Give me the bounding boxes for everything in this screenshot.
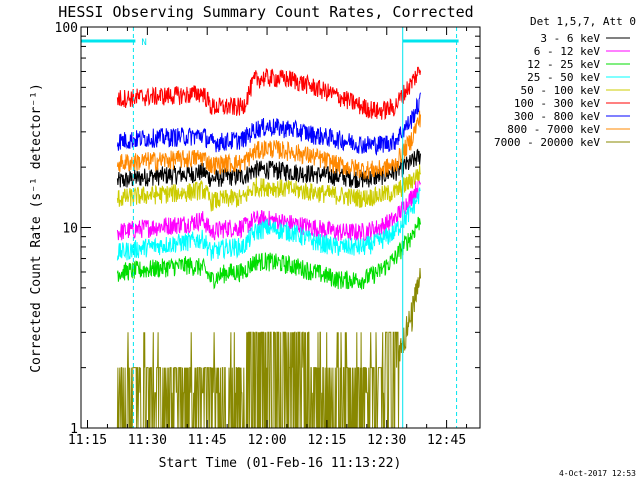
y-axis-label: Corrected Count Rate (s⁻¹ detector⁻¹) — [29, 83, 44, 373]
x-tick-label: 12:30 — [367, 433, 406, 448]
footer-date: 4-Oct-2017 12:53 — [559, 469, 636, 478]
legend-entry-label: 6 - 12 keV — [534, 45, 601, 58]
chart-title: HESSI Observing Summary Count Rates, Cor… — [58, 3, 473, 21]
y-tick-label: 100 — [55, 21, 78, 36]
flag-label: N — [141, 38, 146, 48]
x-tick-label: 12:00 — [247, 433, 286, 448]
legend-entry-label: 300 - 800 keV — [514, 110, 600, 123]
x-axis-label: Start Time (01-Feb-16 11:13:22) — [159, 456, 402, 471]
legend-title: Det 1,5,7, Att 0 — [530, 15, 636, 28]
x-tick-label: 11:15 — [68, 433, 107, 448]
x-tick-label: 12:45 — [427, 433, 466, 448]
x-axis: 11:15 11:30 11:45 12:00 12:15 12:30 12:45 — [68, 27, 468, 448]
series-line-3-6-kev — [116, 148, 421, 189]
x-tick-label: 11:30 — [128, 433, 167, 448]
legend-entry-label: 3 - 6 keV — [540, 32, 600, 45]
legend-entry-label: 7000 - 20000 keV — [494, 136, 600, 149]
x-tick-label: 12:15 — [307, 433, 346, 448]
flag-group: N — [81, 27, 459, 428]
legend-entry-label: 12 - 25 keV — [527, 58, 600, 71]
legend-entry-label: 800 - 7000 keV — [507, 123, 600, 136]
legend-entry-label: 100 - 300 keV — [514, 97, 600, 110]
y-tick-label: 1 — [70, 422, 78, 437]
legend-entry-label: 25 - 50 keV — [527, 71, 600, 84]
series-line-25-50-kev — [116, 187, 421, 261]
x-tick-label: 11:45 — [188, 433, 227, 448]
series-line-6-12-kev — [116, 176, 421, 242]
y-axis: 1 10 100 — [55, 21, 480, 437]
series-line-100-300-kev — [116, 66, 421, 121]
series-line-300-800-kev — [116, 92, 421, 156]
series-line-50-100-kev — [116, 164, 421, 212]
y-tick-label: 10 — [62, 222, 78, 237]
series-line-12-25-kev — [116, 216, 421, 290]
series-line-800-7000-kev — [116, 110, 421, 180]
legend-entry-label: 50 - 100 keV — [521, 84, 601, 97]
